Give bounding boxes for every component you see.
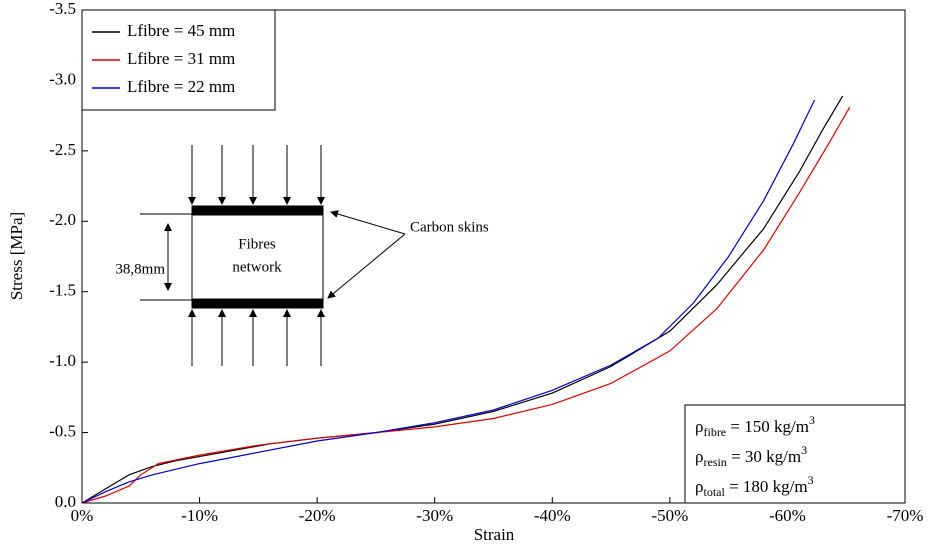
annotation: network — [232, 259, 282, 275]
density-text: = 180 kg/m — [725, 477, 808, 496]
series-line — [81, 95, 844, 504]
density-superscript: 3 — [801, 443, 807, 457]
series-line — [81, 99, 816, 504]
y-tick-label: -3.5 — [49, 0, 76, 18]
density-superscript: 3 — [808, 473, 814, 487]
y-tick-label: 0.0 — [55, 492, 76, 511]
x-tick-label: -40% — [534, 506, 571, 525]
y-axis-label: Stress [MPa] — [7, 212, 26, 300]
density-label: ρtotal = 180 kg/m3 — [695, 473, 814, 499]
density-subscript: fibre — [703, 425, 726, 439]
annotation: Carbon skins — [410, 219, 489, 235]
x-tick-label: -50% — [651, 506, 688, 525]
density-box — [684, 404, 906, 504]
y-tick-label: -1.0 — [49, 351, 76, 370]
x-axis-label: Strain — [474, 525, 515, 544]
density-symbol: ρ — [695, 447, 703, 466]
specimen-diagram — [140, 145, 406, 366]
annotation: 38,8mm — [115, 261, 165, 277]
density-subscript: resin — [703, 455, 726, 469]
x-tick-label: -10% — [181, 506, 218, 525]
x-tick-label: -30% — [416, 506, 453, 525]
x-tick-label: -70% — [887, 506, 924, 525]
y-tick-label: -0.5 — [49, 421, 76, 440]
density-label: ρresin = 30 kg/m3 — [695, 443, 807, 469]
legend-label: Lfibre = 31 mm — [127, 49, 235, 68]
density-label: ρfibre = 150 kg/m3 — [695, 413, 815, 439]
density-symbol: ρ — [695, 417, 703, 436]
series-line — [81, 106, 851, 504]
x-tick-label: 0% — [71, 506, 94, 525]
legend-label: Lfibre = 45 mm — [127, 21, 235, 40]
x-tick-label: -20% — [299, 506, 336, 525]
y-tick-label: -3.0 — [49, 69, 76, 88]
density-superscript: 3 — [809, 413, 815, 427]
plot-frame — [81, 9, 906, 504]
x-tick-label: -60% — [769, 506, 806, 525]
density-symbol: ρ — [695, 477, 703, 496]
legend-label: Lfibre = 22 mm — [127, 77, 235, 96]
y-tick-label: -2.0 — [49, 210, 76, 229]
density-text: = 150 kg/m — [726, 417, 809, 436]
density-text: = 30 kg/m — [727, 447, 801, 466]
y-tick-label: -1.5 — [49, 281, 76, 300]
density-subscript: total — [703, 485, 725, 499]
y-tick-label: -2.5 — [49, 140, 76, 159]
annotation: Fibres — [238, 236, 276, 252]
